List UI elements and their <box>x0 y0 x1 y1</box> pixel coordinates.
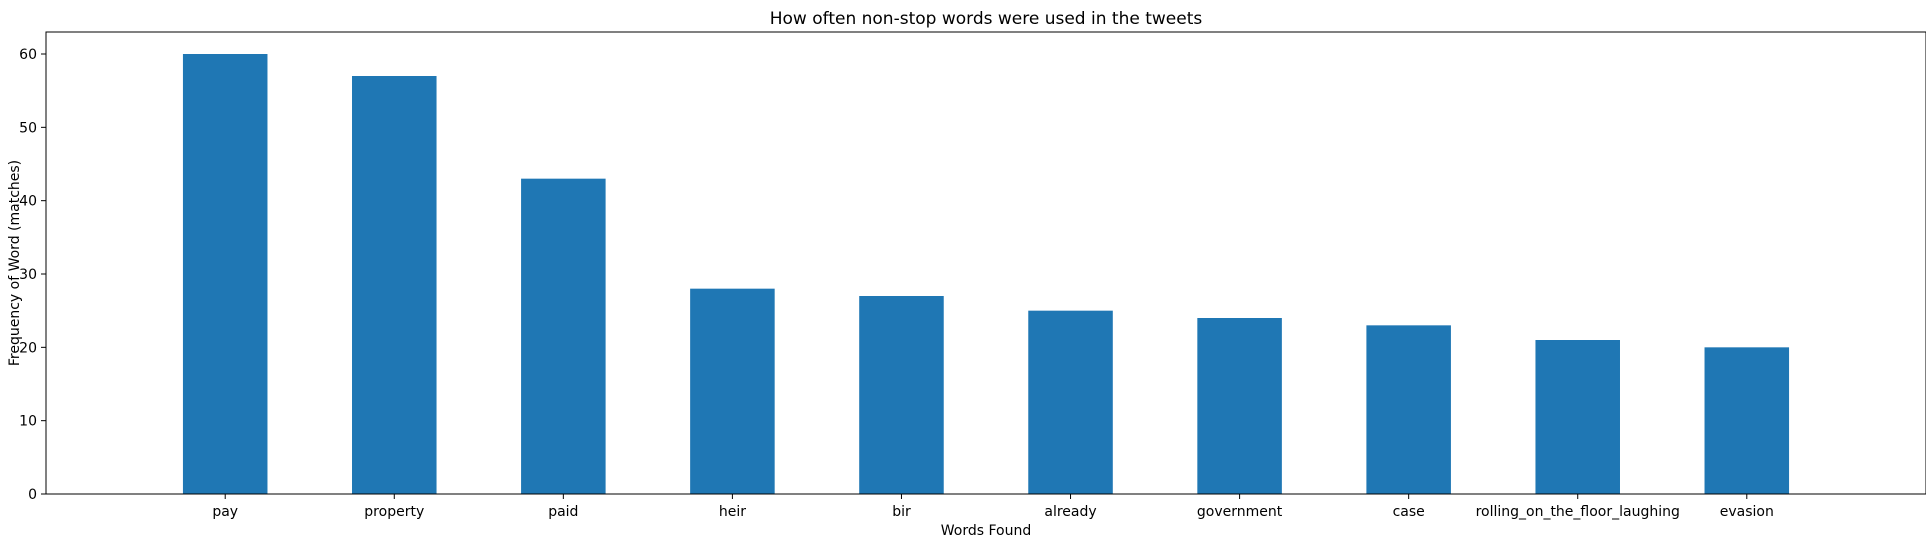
y-tick-label: 0 <box>28 487 37 503</box>
y-tick-label: 40 <box>19 194 37 210</box>
x-tick-label: heir <box>719 504 746 520</box>
plot-frame <box>45 31 1926 495</box>
bar-rolling_on_the_floor_laughing <box>1535 340 1620 494</box>
bar-heir <box>690 288 775 494</box>
x-tick-label: bir <box>892 504 911 520</box>
y-tick-label: 60 <box>19 47 37 63</box>
y-tick-label: 20 <box>19 340 37 356</box>
bar-evasion <box>1704 347 1790 494</box>
x-tick-label: evasion <box>1720 504 1774 520</box>
bar-property <box>352 76 437 494</box>
x-tick-label: pay <box>212 504 238 520</box>
y-tick-label: 30 <box>19 267 37 283</box>
bar-already <box>1028 310 1113 494</box>
y-tick-label: 50 <box>19 120 37 136</box>
bars-group <box>182 54 1790 494</box>
y-tick-label: 10 <box>19 414 37 430</box>
bar-government <box>1197 318 1282 494</box>
x-tick-label: paid <box>548 504 578 520</box>
bar-pay <box>182 54 268 494</box>
x-tick-label: case <box>1393 504 1425 520</box>
x-axis-label: Words Found <box>941 523 1031 539</box>
bar-case <box>1366 325 1451 494</box>
y-axis-label: Frequency of Word (matches) <box>7 160 23 366</box>
x-tick-label: already <box>1044 504 1096 520</box>
bar-paid <box>521 178 606 494</box>
chart-title: How often non-stop words were used in th… <box>770 9 1203 29</box>
x-tick-label: property <box>364 504 424 520</box>
x-tick-label: rolling_on_the_floor_laughing <box>1476 504 1680 520</box>
y-axis-ticks: 0 10 20 30 40 50 60 <box>19 47 46 503</box>
bar-bir <box>859 296 944 494</box>
x-tick-label: government <box>1197 504 1283 520</box>
x-axis-ticks: pay property paid heir bir already government c… <box>212 494 1774 520</box>
